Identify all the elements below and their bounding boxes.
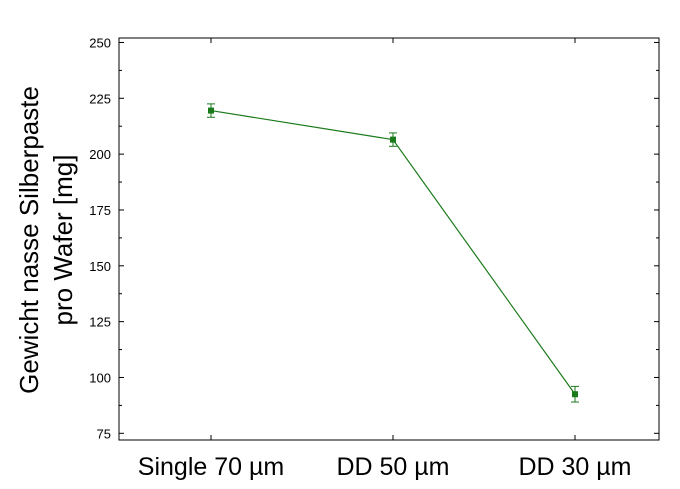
y-axis-title-line-1: Gewicht nasse Silberpaste xyxy=(14,86,44,394)
y-tick-label: 225 xyxy=(89,91,111,106)
y-tick-label: 125 xyxy=(89,315,111,330)
y-tick-label: 75 xyxy=(97,426,111,441)
y-tick-label: 250 xyxy=(89,35,111,50)
y-tick-label: 175 xyxy=(89,203,111,218)
x-tick-label: DD 50 µm xyxy=(336,453,449,481)
y-tick-label: 100 xyxy=(89,370,111,385)
plot-frame xyxy=(118,37,660,441)
y-tick-label: 200 xyxy=(89,147,111,162)
series-line xyxy=(210,109,576,395)
y-tick-label: 150 xyxy=(89,259,111,274)
data-point xyxy=(572,391,578,398)
y-axis-title: Gewicht nasse Silberpaste pro Wafer [mg] xyxy=(14,86,78,394)
plot-area: 75 100 125 150 175 200 225 250 Single 70 µm DD 50… xyxy=(89,35,660,481)
x-tick-label: Single 70 µm xyxy=(138,453,284,481)
data-point xyxy=(208,107,214,114)
y-axis-title-line-2: pro Wafer [mg] xyxy=(48,155,78,326)
x-tick-label: DD 30 µm xyxy=(518,453,631,481)
data-point xyxy=(390,136,396,143)
